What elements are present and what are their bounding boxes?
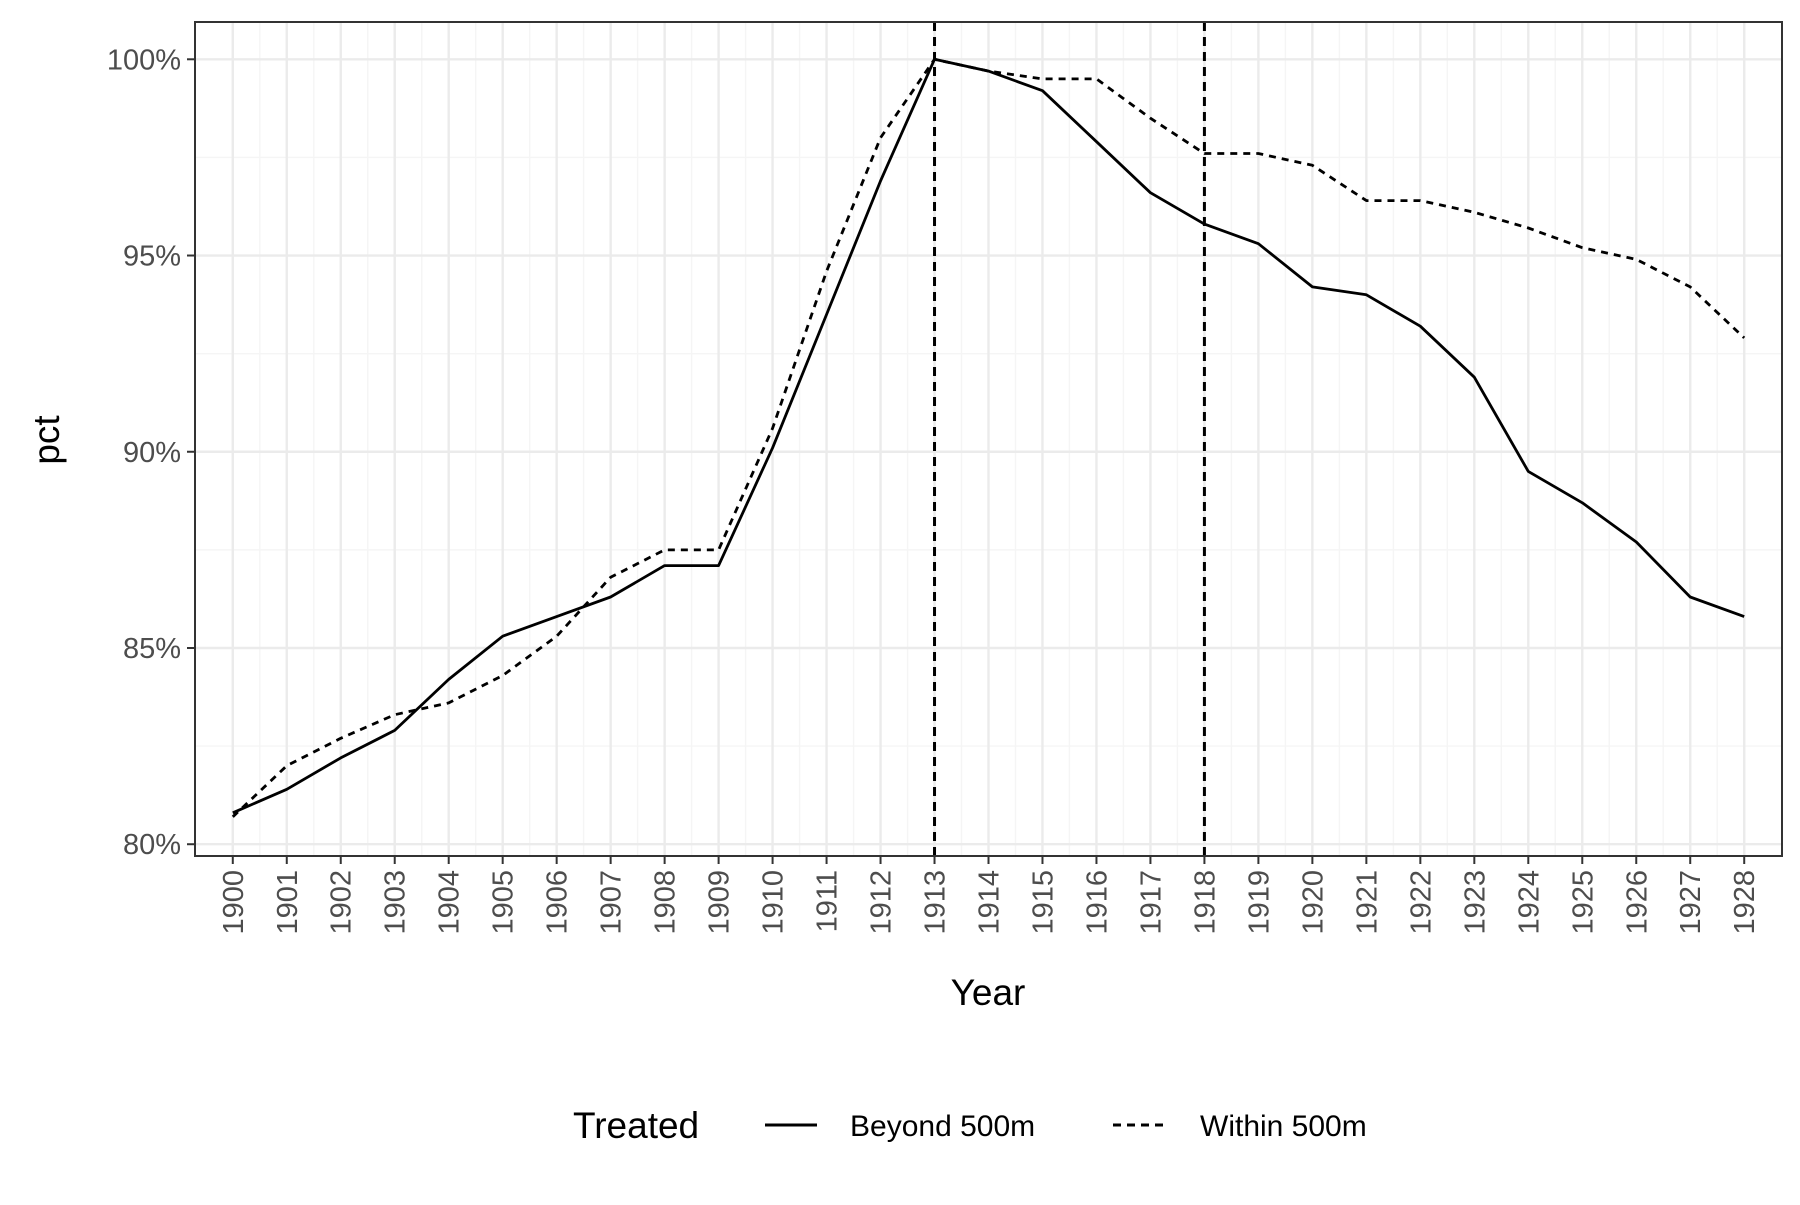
- x-tick-label: 1919: [1243, 870, 1275, 935]
- x-tick-label: 1905: [488, 870, 520, 935]
- legend: Treated Beyond 500m Within 500m: [573, 1105, 1367, 1146]
- reference-lines: [933, 22, 1206, 856]
- x-tick-label: 1921: [1351, 870, 1383, 935]
- x-tick-label: 1920: [1297, 870, 1329, 935]
- x-tick-label: 1912: [866, 870, 898, 935]
- y-tick-label: 100%: [107, 44, 181, 76]
- x-tick-label: 1926: [1621, 870, 1653, 935]
- x-axis: 1900 1901 1902 1903 1904 1905 1906 1907 1908 1909…: [218, 856, 1761, 935]
- y-axis: 80% 85% 90% 95% 100%: [107, 44, 195, 861]
- legend-title: Treated: [573, 1105, 699, 1146]
- series-line-within-500m: [231, 57, 1746, 818]
- x-tick-label: 1913: [920, 870, 952, 935]
- x-tick-label: 1904: [434, 870, 466, 935]
- legend-label-within-500m: Within 500m: [1200, 1110, 1367, 1143]
- x-tick-label: 1901: [272, 870, 304, 935]
- y-tick-label: 90%: [123, 437, 181, 469]
- x-tick-label: 1917: [1135, 870, 1167, 935]
- x-tick-label: 1906: [542, 870, 574, 935]
- y-tick-label: 85%: [123, 633, 181, 665]
- x-tick-label: 1900: [218, 870, 250, 935]
- x-tick-label: 1918: [1189, 870, 1221, 935]
- x-tick-label: 1910: [758, 870, 790, 935]
- x-tick-label: 1908: [650, 870, 682, 935]
- series-lines: [231, 57, 1746, 818]
- y-axis-title: pct: [26, 415, 67, 465]
- x-tick-label: 1928: [1729, 870, 1761, 935]
- x-tick-label: 1923: [1459, 870, 1491, 935]
- x-tick-label: 1924: [1513, 870, 1545, 935]
- x-tick-label: 1914: [974, 870, 1006, 935]
- x-tick-label: 1915: [1027, 870, 1059, 935]
- x-tick-label: 1925: [1567, 870, 1599, 935]
- x-tick-label: 1903: [380, 870, 412, 935]
- series-line-beyond-500m: [232, 57, 1745, 815]
- x-tick-label: 1907: [596, 870, 628, 935]
- x-tick-label: 1911: [812, 870, 844, 932]
- x-tick-label: 1922: [1405, 870, 1437, 935]
- x-tick-label: 1927: [1675, 870, 1707, 935]
- legend-label-beyond-500m: Beyond 500m: [850, 1110, 1035, 1143]
- y-tick-label: 80%: [123, 829, 181, 861]
- x-tick-label: 1916: [1081, 870, 1113, 935]
- x-axis-title: Year: [951, 972, 1026, 1013]
- x-tick-label: 1909: [704, 870, 736, 935]
- x-tick-label: 1902: [326, 870, 358, 935]
- y-tick-label: 95%: [123, 241, 181, 273]
- minor-grid: [195, 22, 1782, 856]
